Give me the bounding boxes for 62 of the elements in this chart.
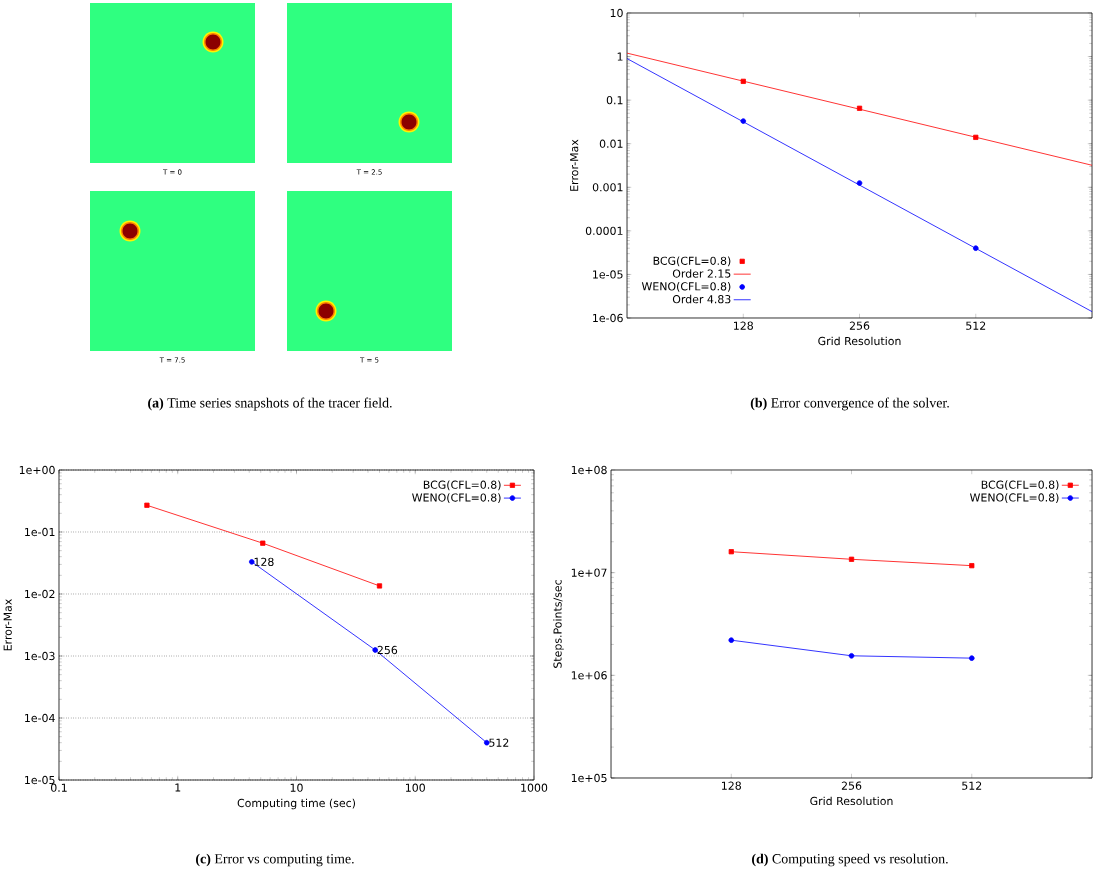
point — [972, 245, 979, 251]
y-tick-label: 1e+07 — [571, 568, 607, 577]
y-tick-label: 1e-04 — [25, 713, 55, 723]
x-tick-label: 0.1 — [51, 783, 67, 792]
y-tick-label: 1e-03 — [25, 651, 55, 661]
legend-label: WENO(CFL=0.8) — [641, 282, 731, 292]
x-tick-label: 128 — [734, 321, 753, 330]
point — [848, 556, 855, 562]
legend-label: WENO(CFL=0.8) — [412, 493, 501, 503]
y-tick-label: 1e+08 — [571, 465, 607, 475]
point — [856, 180, 863, 186]
legend-label: Order 2.15 — [672, 269, 731, 278]
x-tick-label: 1 — [175, 783, 181, 792]
point — [848, 653, 855, 659]
x-tick-label: 256 — [841, 781, 862, 790]
text: (d) Computing speed vs resolution. — [752, 853, 948, 867]
point — [728, 549, 734, 555]
point — [740, 118, 747, 124]
y-tick-label: 1e-05 — [593, 270, 623, 279]
y-axis-title: Error-Max — [3, 599, 12, 651]
y-axis-title: Steps.Points/sec — [553, 580, 564, 668]
y-tick-label: 0.0001 — [585, 226, 623, 235]
point — [973, 134, 979, 140]
y-tick-label: 10 — [610, 8, 623, 18]
point — [740, 78, 746, 84]
text: (c) Error vs computing time. — [196, 853, 354, 867]
x-axis-title: Computing time (sec) — [237, 798, 356, 810]
y-tick-label: 1e-05 — [25, 775, 55, 785]
y-tick-label: 1e-02 — [25, 589, 55, 599]
y-tick-label: 1e-01 — [25, 527, 55, 537]
point — [969, 563, 975, 569]
x-tick-label: 10 — [290, 783, 303, 792]
x-axis-title: Grid Resolution — [810, 796, 893, 806]
y-tick-label: 1e+06 — [571, 671, 607, 680]
point — [728, 637, 735, 643]
annotation: 512 — [489, 738, 509, 747]
y-tick-label: 1e+05 — [571, 773, 607, 783]
y-tick-label: 1e+00 — [19, 465, 55, 475]
x-tick-label: 1000 — [521, 783, 548, 792]
text: (b) Error convergence of the solver. — [750, 397, 949, 411]
legend-label: WENO(CFL=0.8) — [969, 493, 1059, 503]
y-tick-label: 1e-06 — [593, 313, 623, 323]
text: (a) Time series snapshots of the tracer field. — [148, 397, 392, 411]
legend-label: BCG(CFL=0.8) — [981, 480, 1059, 491]
x-axis-title: Grid Resolution — [818, 336, 901, 346]
y-tick-label: 0.1 — [606, 96, 623, 105]
annotation: 256 — [377, 645, 398, 655]
y-tick-label: 0.001 — [592, 183, 623, 192]
x-tick-label: 128 — [722, 781, 741, 790]
y-tick-label: 1 — [617, 52, 623, 61]
y-tick-label: 0.01 — [599, 139, 623, 148]
legend-label: Order 4.83 — [672, 294, 731, 304]
x-tick-label: 100 — [405, 783, 425, 792]
legend-label: BCG(CFL=0.8) — [653, 256, 731, 267]
x-tick-label: 512 — [962, 781, 982, 790]
x-tick-label: 256 — [849, 321, 870, 330]
y-axis-title: Error-Max — [570, 139, 579, 191]
x-tick-label: 512 — [966, 321, 986, 330]
point — [856, 105, 863, 111]
legend-label: BCG(CFL=0.8) — [423, 480, 501, 491]
point — [968, 655, 975, 661]
annotation: 128 — [254, 557, 274, 566]
